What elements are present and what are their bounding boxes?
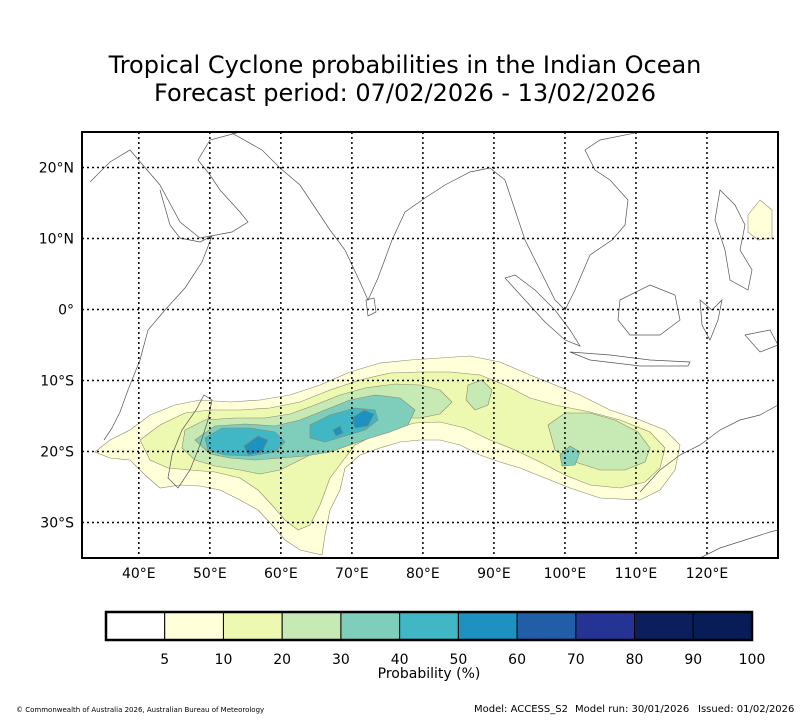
gridlines xyxy=(82,132,778,558)
colorbar-tick-label: 10 xyxy=(215,652,233,668)
model-text: Model: ACCESS_S2 xyxy=(474,704,568,715)
colorbar-segment xyxy=(340,611,401,641)
colorbar: 5 10 20 30 40 50 60 70 80 90 100 xyxy=(104,610,766,668)
colorbar-segment xyxy=(692,611,753,641)
colorbar-segment xyxy=(516,611,577,641)
lon-tick-label: 120°E xyxy=(686,566,729,582)
lon-tick-label: 60°E xyxy=(264,566,298,582)
probability-contours xyxy=(94,199,773,556)
lat-tick-label: 10°S xyxy=(40,374,74,390)
colorbar-segment xyxy=(634,611,694,641)
lon-tick-label: 40°E xyxy=(122,566,156,582)
chart-title-line-1: Tropical Cyclone probabilities in the In… xyxy=(108,51,702,79)
coast-newguinea xyxy=(744,329,778,353)
lon-tick-label: 80°E xyxy=(406,566,440,582)
colorbar-tick-label: 20 xyxy=(273,652,291,668)
lat-tick-label: 10°N xyxy=(39,232,74,248)
colorbar-tick-label: 60 xyxy=(508,652,526,668)
coast-philippines xyxy=(714,189,753,291)
colorbar-segment xyxy=(164,611,224,641)
lon-tick-label: 90°E xyxy=(477,566,511,582)
colorbar-segment xyxy=(281,611,342,641)
colorbar-segment xyxy=(105,611,166,641)
coast-arabia-africa xyxy=(89,132,249,239)
lon-tick-label: 110°E xyxy=(615,566,658,582)
colorbar-segment xyxy=(399,611,459,641)
lat-tick-label: 20°S xyxy=(40,445,74,461)
coast-srilanka xyxy=(365,297,377,317)
lat-tick-label: 30°S xyxy=(40,516,74,532)
model-run-text: Model run: 30/01/2026 xyxy=(575,704,690,715)
coast-java xyxy=(569,351,691,367)
coast-sumatra xyxy=(504,274,581,347)
contour-30-east xyxy=(559,445,581,467)
colorbar-tick-label: 70 xyxy=(567,652,585,668)
colorbar-segment xyxy=(575,611,636,641)
colorbar-tick-label: 80 xyxy=(626,652,644,668)
contour-40 xyxy=(204,427,286,457)
lat-tick-label: 0° xyxy=(58,303,74,319)
colorbar-frame xyxy=(104,610,754,642)
colorbar-segment xyxy=(457,611,518,641)
colorbar-tick-label: 40 xyxy=(391,652,409,668)
lat-tick-label: 20°N xyxy=(39,161,74,177)
lon-tick-label: 70°E xyxy=(335,566,369,582)
colorbar-tick-label: 100 xyxy=(739,652,766,668)
colorbar-tick-label: 90 xyxy=(684,652,702,668)
colorbar-tick-label: 5 xyxy=(160,652,169,668)
issued-text: Issued: 01/02/2026 xyxy=(698,704,795,715)
colorbar-tick-label: 30 xyxy=(332,652,350,668)
copyright-text: © Commonwealth of Australia 2026, Austra… xyxy=(16,706,265,714)
colorbar-label: Probability (%) xyxy=(378,666,481,682)
coast-india xyxy=(229,132,491,301)
contour-50-b xyxy=(351,409,375,429)
coast-australia-south xyxy=(699,529,778,558)
contour-10 xyxy=(139,371,666,531)
axis-labels: 40°E 50°E 60°E 70°E 80°E 90°E 100°E 110°E 120°E 2… xyxy=(39,161,729,583)
map-area xyxy=(82,132,778,558)
colorbar-segment xyxy=(222,611,283,641)
contour-50-c xyxy=(332,425,344,437)
lon-tick-label: 100°E xyxy=(544,566,587,582)
coast-borneo xyxy=(617,284,681,336)
chart-title-line-2: Forecast period: 07/02/2026 - 13/02/2026 xyxy=(154,79,656,107)
coast-australia xyxy=(639,404,778,493)
lon-tick-label: 50°E xyxy=(193,566,227,582)
contour-50 xyxy=(243,435,269,456)
colorbar-tick-label: 50 xyxy=(449,652,467,668)
coast-burma-indochina xyxy=(489,132,641,311)
map-frame xyxy=(81,131,779,559)
